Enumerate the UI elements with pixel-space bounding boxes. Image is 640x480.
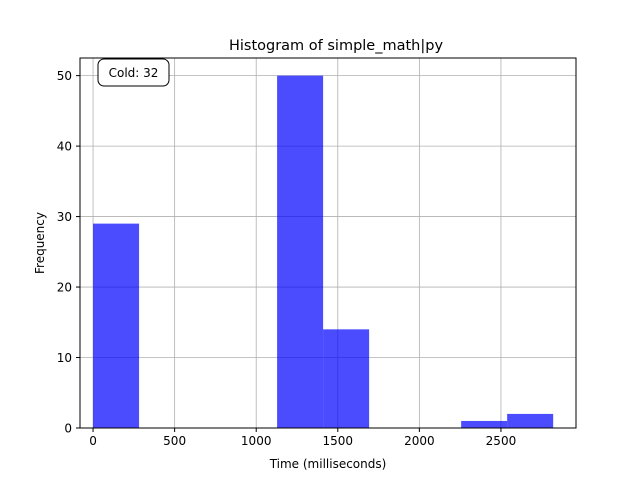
plot-frame <box>79 57 577 429</box>
chart-title: Histogram of simple_math|py <box>229 38 443 54</box>
histogram-bar <box>461 420 508 428</box>
x-tick-label: 2000 <box>404 434 435 448</box>
y-tick-label: 0 <box>64 422 72 436</box>
annotation-box: Cold: 32 <box>97 58 170 87</box>
y-tick-label: 20 <box>57 281 72 295</box>
y-tick-label: 30 <box>57 210 72 224</box>
histogram-bar <box>323 329 370 428</box>
axis-ticks: 0 500 1000 1500 2000 2500 0 10 20 30 40 50 <box>57 69 517 448</box>
annotation-text: Cold: 32 <box>109 66 159 80</box>
x-tick-label: 2500 <box>486 434 517 448</box>
x-axis-label: Time (milliseconds) <box>269 457 387 471</box>
y-tick-label: 10 <box>57 351 72 365</box>
y-tick-label: 40 <box>57 140 72 154</box>
x-tick-label: 0 <box>89 434 97 448</box>
histogram-bar <box>277 75 324 428</box>
x-tick-label: 1000 <box>241 434 272 448</box>
x-tick-label: 500 <box>163 434 186 448</box>
histogram-bar <box>507 413 554 428</box>
x-tick-label: 1500 <box>323 434 354 448</box>
y-tick-label: 50 <box>57 69 72 83</box>
histogram-bar <box>93 223 140 428</box>
histogram-bars <box>93 75 554 428</box>
y-axis-label: Frequency <box>33 212 47 274</box>
